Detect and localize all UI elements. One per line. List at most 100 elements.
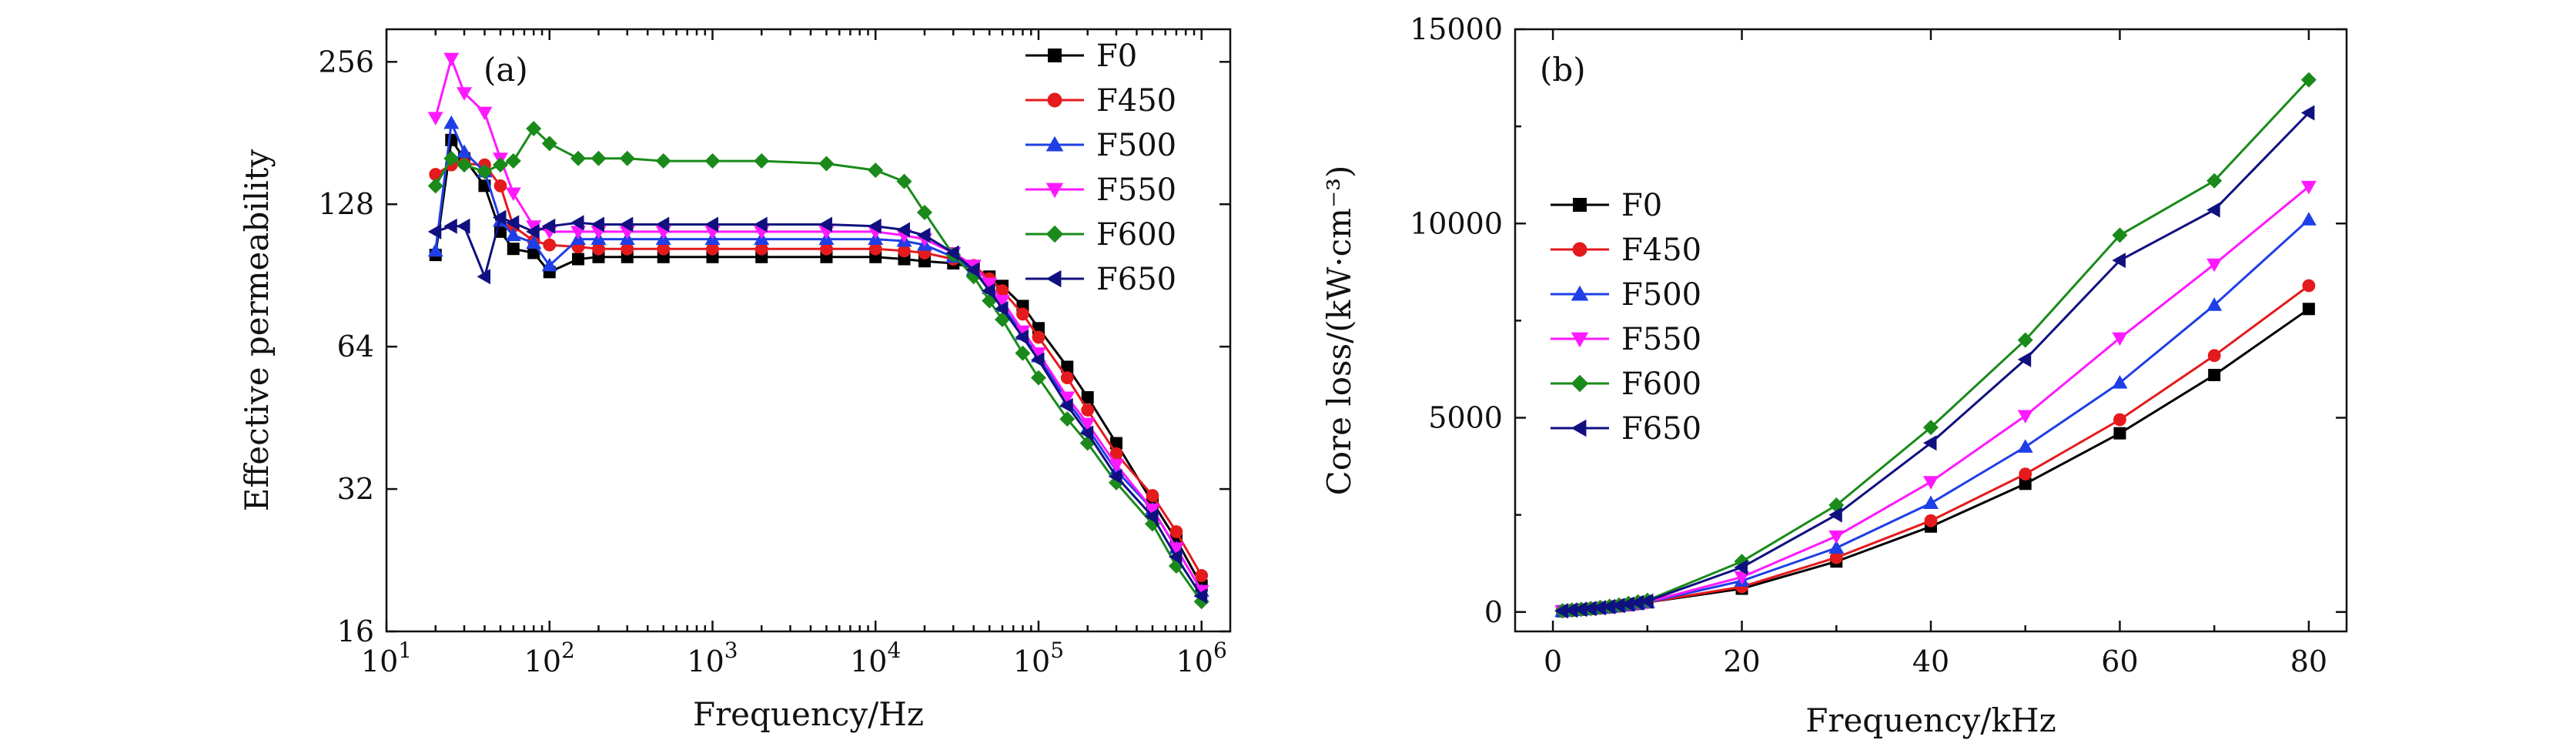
data-point-F650	[1611, 598, 1625, 614]
legend-item-F500: F500	[1551, 277, 1701, 313]
data-point-F650	[443, 218, 457, 234]
data-point-F500	[2017, 439, 2033, 453]
data-point-F650	[1828, 507, 1842, 523]
data-point-F550	[1168, 542, 1184, 556]
panel-b-core-loss-chart: 0 20 40 60 80 0 5000 10000 15000 (b) Frequency/k…	[1320, 12, 2348, 739]
data-point-F650	[477, 269, 490, 285]
data-point-F650	[754, 216, 768, 233]
data-point-F650	[994, 300, 1009, 316]
data-point-F600	[493, 157, 509, 173]
data-point-F600	[916, 204, 932, 220]
data-point-F450	[1924, 514, 1938, 527]
data-point-F600	[818, 156, 835, 172]
data-point-F550	[1828, 530, 1845, 544]
data-point-F550	[1079, 417, 1096, 432]
data-point-F650	[1639, 593, 1654, 609]
data-point-F600	[896, 173, 912, 189]
series-F650	[427, 209, 1208, 604]
data-point-F450	[1081, 403, 1095, 417]
x-tick-label: 20	[1723, 645, 1760, 678]
legend-label: F550	[1621, 322, 1701, 357]
data-point-F650	[1030, 352, 1045, 368]
data-point-F600	[754, 153, 770, 169]
data-point-F550	[1923, 476, 1939, 490]
data-point-F450	[1032, 330, 1045, 344]
data-point-F650	[1108, 468, 1122, 484]
data-point-F650	[945, 245, 959, 261]
data-point-F650	[704, 216, 718, 233]
data-point-F500	[505, 227, 521, 242]
x-tick-label: 105	[1013, 638, 1064, 678]
data-point-F600	[590, 150, 607, 166]
x-tick-label: 104	[850, 638, 901, 678]
data-point-F500	[2206, 297, 2223, 311]
data-point-F600	[2300, 72, 2317, 88]
data-point-F650	[619, 216, 634, 233]
data-point-F450	[1060, 371, 1074, 384]
data-point-F650	[1564, 602, 1578, 618]
data-point-F600	[477, 163, 493, 179]
panel-b-ticks: 0 20 40 60 80 0 5000 10000 15000	[1410, 12, 2347, 678]
panel-a-letter: (a)	[483, 51, 528, 89]
data-point-F550	[1030, 347, 1046, 361]
data-point-F650	[1573, 601, 1587, 618]
data-point-F650	[868, 218, 882, 234]
data-point-F450	[2019, 467, 2032, 481]
legend-label: F650	[1096, 262, 1176, 297]
data-point-F600	[541, 136, 557, 152]
data-point-F650	[1554, 603, 1568, 619]
legend-marker-F600	[1045, 225, 1064, 243]
legend-marker-F0	[1048, 49, 1062, 62]
legend-marker-F650	[1571, 419, 1587, 437]
data-point-F600	[655, 153, 671, 169]
data-point-F650	[493, 209, 507, 226]
legend-marker-F550	[1571, 332, 1589, 348]
data-point-F600	[1015, 345, 1031, 361]
panel-a-legend: F0 F450 F500 F550 F600 F650	[1025, 39, 1176, 297]
legend-marker-F0	[1573, 198, 1587, 212]
data-point-F0	[2113, 427, 2126, 440]
data-point-F650	[570, 215, 584, 231]
data-point-F450	[898, 244, 911, 258]
legend-label: F500	[1096, 128, 1176, 163]
data-point-F650	[818, 216, 832, 233]
x-tick-label: 103	[687, 638, 738, 678]
data-point-F550	[982, 277, 998, 292]
data-point-F450	[543, 238, 557, 252]
data-point-F650	[1592, 600, 1606, 616]
y-tick-label: 5000	[1428, 401, 1503, 435]
data-point-F450	[868, 242, 882, 256]
data-point-F600	[570, 150, 587, 166]
data-point-F550	[1059, 391, 1076, 406]
data-point-F650	[982, 283, 995, 299]
data-point-F650	[2300, 105, 2315, 121]
data-point-F650	[1601, 598, 1616, 614]
series-F650	[1554, 105, 2315, 619]
data-point-F0	[527, 246, 540, 259]
data-point-F450	[1109, 447, 1123, 460]
data-point-F0	[507, 243, 520, 256]
data-point-F550	[477, 106, 493, 121]
data-point-F650	[655, 216, 670, 233]
series-line-F650	[1562, 112, 2310, 612]
panel-b-x-axis-title: Frequency/kHz	[1805, 701, 2056, 739]
data-point-F0	[1081, 391, 1094, 404]
data-point-F0	[2208, 369, 2221, 382]
x-tick-label: 60	[2101, 645, 2138, 678]
legend-item-F0: F0	[1025, 39, 1137, 74]
data-point-F450	[2113, 413, 2126, 427]
data-point-F450	[1195, 569, 1209, 582]
legend-label: F450	[1621, 233, 1701, 268]
legend-item-F550: F550	[1551, 322, 1701, 357]
data-point-F600	[1923, 420, 1939, 436]
data-point-F0	[2019, 477, 2032, 491]
data-point-F450	[995, 284, 1009, 298]
data-point-F650	[896, 222, 911, 238]
data-point-F450	[1169, 525, 1183, 538]
data-point-F650	[1621, 596, 1634, 612]
panel-b-legend: F0 F450 F500 F550 F600 F650	[1551, 188, 1701, 447]
data-point-F500	[427, 243, 443, 257]
legend-label: F600	[1096, 217, 1176, 253]
legend-item-F450: F450	[1025, 83, 1176, 119]
